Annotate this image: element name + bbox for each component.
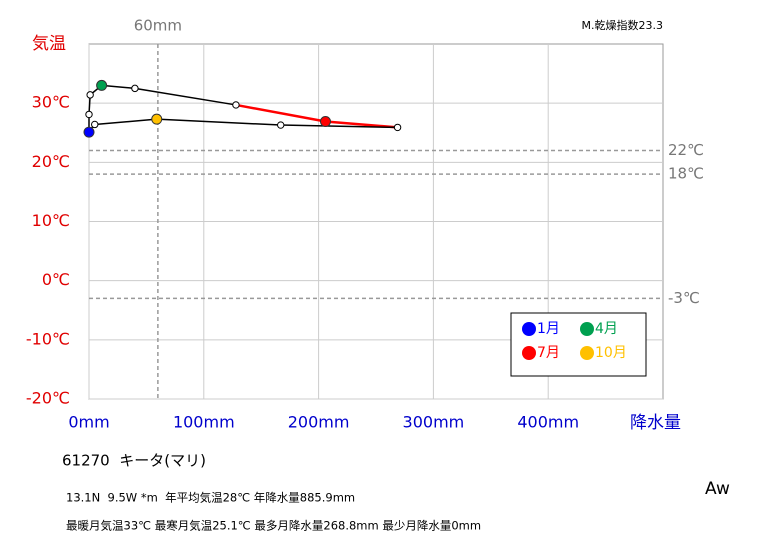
reference-label: 18℃ (668, 165, 704, 183)
y-tick-label: 0℃ (42, 270, 70, 289)
y-tick-label: 20℃ (32, 152, 70, 171)
legend-label: 7月 (537, 345, 560, 361)
month-point (96, 79, 108, 91)
x-axis-title: 降水量 (630, 413, 681, 433)
x-tick-label: 400mm (517, 413, 579, 432)
reference-label: 22℃ (668, 141, 704, 159)
month-point (91, 120, 99, 129)
month-point (393, 123, 402, 132)
month-point (131, 84, 139, 93)
x-tick-label: 300mm (403, 413, 465, 432)
y-axis-title: 気温 (32, 34, 66, 54)
y-tick-label: 10℃ (32, 211, 70, 230)
reference-label: -3℃ (668, 289, 700, 307)
y-tick-label: 30℃ (32, 93, 70, 112)
station-name: 61270 キータ(マリ) (62, 452, 206, 470)
legend-marker (580, 322, 594, 336)
month-point (151, 113, 163, 125)
climate-line (156, 118, 281, 126)
climate-line (280, 124, 398, 129)
month-point (86, 91, 94, 99)
legend-label: 1月 (537, 321, 560, 337)
legend-marker (580, 346, 594, 360)
legend-box (510, 312, 647, 377)
reference-label: 60mm (134, 17, 182, 35)
x-tick-label: 0mm (68, 413, 109, 432)
month-point (277, 121, 285, 129)
y-tick-label: -10℃ (26, 329, 70, 348)
month-point (232, 101, 240, 109)
x-tick-label: 200mm (288, 413, 350, 432)
climate-line (235, 103, 326, 123)
climate-line (101, 84, 135, 90)
legend-label: 4月 (595, 321, 618, 337)
climate-line (94, 118, 157, 126)
legend-marker (522, 346, 536, 360)
info-line: 13.1N 9.5W *m 年平均気温28℃ 年降水量885.9mm (66, 491, 355, 505)
month-point (83, 126, 95, 138)
legend-marker (522, 322, 536, 336)
x-tick-label: 100mm (173, 413, 235, 432)
info-line: 最暖月気温33℃ 最寒月気温25.1℃ 最多月降水量268.8mm 最少月降水量… (66, 519, 481, 533)
climate-line (134, 87, 237, 106)
climate-class: Aw (705, 479, 730, 499)
month-point (319, 116, 331, 128)
y-tick-label: -20℃ (26, 389, 70, 408)
dryness-index: M.乾燥指数23.3 (582, 18, 663, 32)
legend-label: 10月 (595, 345, 627, 361)
month-point (85, 110, 93, 119)
